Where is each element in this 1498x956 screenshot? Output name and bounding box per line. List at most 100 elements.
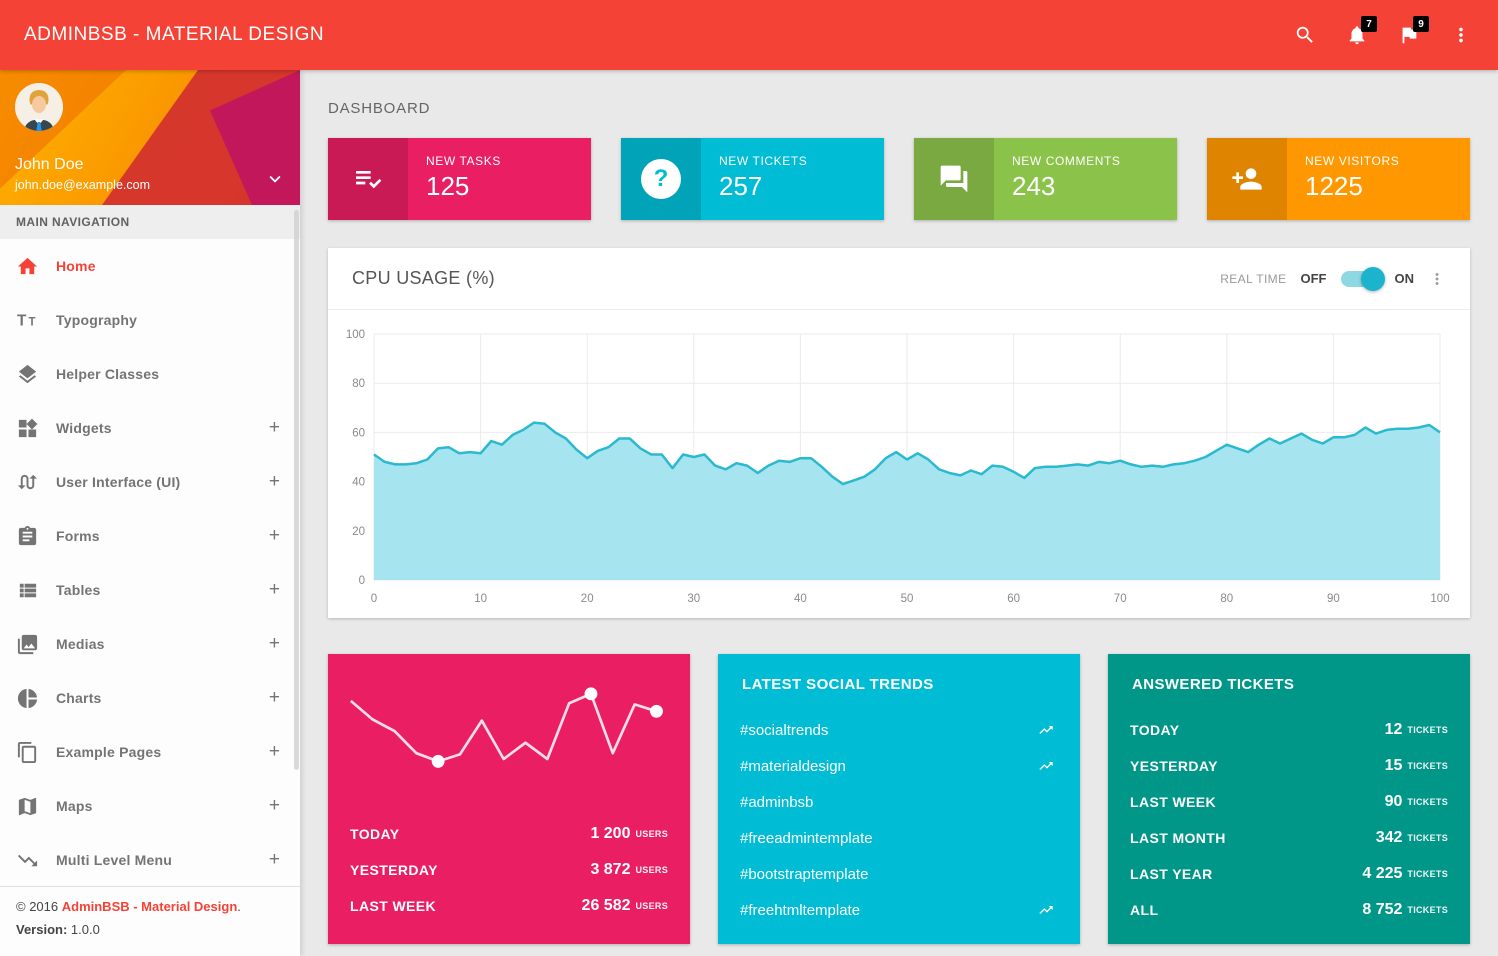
notifications-bell-icon[interactable]: 7 bbox=[1346, 16, 1377, 46]
info-box-value: 243 bbox=[1012, 171, 1056, 201]
user-name: John Doe bbox=[15, 156, 84, 173]
user-profile: John Doe john.doe@example.com bbox=[0, 70, 300, 205]
sidebar-item-example-pages[interactable]: Example Pages + bbox=[0, 725, 300, 779]
trend-list: #socialtrends #materialdesign #adminbsb #fr… bbox=[740, 712, 1058, 928]
plus-icon[interactable]: + bbox=[268, 687, 280, 708]
stat-unit: TICKETS bbox=[1407, 725, 1448, 735]
copy-icon bbox=[16, 741, 39, 764]
copyright-link[interactable]: AdminBSB - Material Design bbox=[61, 899, 238, 914]
stat-value: 26 582 bbox=[581, 897, 631, 914]
plus-icon[interactable]: + bbox=[268, 795, 280, 816]
more-vert-icon[interactable] bbox=[1450, 24, 1472, 46]
sidebar-item-typography[interactable]: T T Typography bbox=[0, 293, 300, 347]
pie-chart-icon bbox=[16, 687, 39, 710]
trend-item-adminbsb[interactable]: #adminbsb bbox=[740, 784, 1058, 820]
stat-label: TODAY bbox=[350, 826, 400, 842]
trend-item-bootstraptemplate[interactable]: #bootstraptemplate bbox=[740, 856, 1058, 892]
svg-text:20: 20 bbox=[581, 593, 594, 605]
photo-library-icon bbox=[16, 633, 39, 656]
search-icon[interactable] bbox=[1294, 24, 1316, 46]
sidebar-item-maps[interactable]: Maps + bbox=[0, 779, 300, 833]
cpu-usage-chart: 0 10 20 30 40 50 60 70 80 90 100 0 20 40 60 80 100 bbox=[346, 329, 1450, 605]
trend-item-freehtmltemplate[interactable]: #freehtmltemplate bbox=[740, 892, 1058, 928]
cpu-card-controls: REAL TIME OFF ON bbox=[1220, 266, 1446, 291]
stat-row-last-month: LAST MONTH 342 TICKETS bbox=[1130, 820, 1448, 856]
info-box-label: NEW TICKETS bbox=[719, 154, 808, 168]
chevron-down-icon[interactable] bbox=[264, 168, 286, 190]
toggle-knob[interactable] bbox=[1360, 266, 1385, 291]
trend-tag: #adminbsb bbox=[740, 793, 814, 811]
playlist-check-icon bbox=[352, 163, 384, 195]
sidebar-item-label: Medias bbox=[56, 636, 105, 652]
info-box-value: 125 bbox=[426, 171, 470, 201]
sidebar-item-widgets[interactable]: Widgets + bbox=[0, 401, 300, 455]
copyright: © 2016 AdminBSB - Material Design. bbox=[16, 899, 241, 914]
svg-text:10: 10 bbox=[474, 593, 487, 605]
info-box-label: NEW TASKS bbox=[426, 154, 501, 168]
sidebar-item-label: Forms bbox=[56, 528, 100, 544]
sidebar-item-label: Charts bbox=[56, 690, 102, 706]
sidebar-item-tables[interactable]: Tables + bbox=[0, 563, 300, 617]
sidebar-scrollbar[interactable] bbox=[294, 210, 299, 770]
sidebar-item-charts[interactable]: Charts + bbox=[0, 671, 300, 725]
svg-text:90: 90 bbox=[1327, 593, 1340, 605]
plus-icon[interactable]: + bbox=[268, 741, 280, 762]
nav-section-label: MAIN NAVIGATION bbox=[0, 205, 300, 239]
topbar-actions: 7 9 bbox=[1294, 16, 1472, 46]
svg-text:100: 100 bbox=[1430, 593, 1449, 605]
avatar bbox=[15, 83, 63, 131]
stat-label: LAST MONTH bbox=[1130, 830, 1226, 846]
cpu-card-title: CPU USAGE (%) bbox=[352, 268, 495, 288]
sidebar-item-medias[interactable]: Medias + bbox=[0, 617, 300, 671]
svg-text:50: 50 bbox=[901, 593, 914, 605]
plus-icon[interactable]: + bbox=[268, 633, 280, 654]
plus-icon[interactable]: + bbox=[268, 417, 280, 438]
stat-unit: USERS bbox=[635, 901, 668, 911]
sidebar-item-multi-level-menu[interactable]: Multi Level Menu + bbox=[0, 833, 300, 887]
trend-item-materialdesign[interactable]: #materialdesign bbox=[740, 748, 1058, 784]
user-email: john.doe@example.com bbox=[15, 178, 150, 192]
plus-icon[interactable]: + bbox=[268, 471, 280, 492]
stat-value: 12 bbox=[1384, 721, 1403, 738]
sidebar-item-label: Home bbox=[56, 258, 96, 274]
info-box-icon-area bbox=[1207, 138, 1287, 220]
real-time-label: REAL TIME bbox=[1220, 271, 1287, 286]
sidebar-item-helper-classes[interactable]: Helper Classes bbox=[0, 347, 300, 401]
sidebar-item-forms[interactable]: Forms + bbox=[0, 509, 300, 563]
stat-row-today: TODAY 12 TICKETS bbox=[1130, 712, 1448, 748]
trending-up-icon bbox=[1034, 722, 1058, 738]
info-box-icon-area: ? bbox=[621, 138, 701, 220]
stat-row-last-week: LAST WEEK 90 TICKETS bbox=[1130, 784, 1448, 820]
stat-value: 3 872 bbox=[590, 861, 631, 878]
toggle-off-label: OFF bbox=[1300, 271, 1327, 286]
trend-tag: #materialdesign bbox=[740, 757, 846, 775]
svg-text:80: 80 bbox=[1220, 593, 1233, 605]
sidebar-item-label: Typography bbox=[56, 312, 138, 328]
svg-text:20: 20 bbox=[352, 526, 365, 538]
stat-label: YESTERDAY bbox=[1130, 758, 1218, 774]
users-sparkline-chart bbox=[349, 687, 663, 768]
sidebar-item-home[interactable]: Home bbox=[0, 239, 300, 293]
plus-icon[interactable]: + bbox=[268, 849, 280, 870]
flag-icon[interactable]: 9 bbox=[1398, 16, 1429, 46]
info-box-icon-area bbox=[328, 138, 408, 220]
card-menu-icon[interactable] bbox=[1428, 269, 1446, 289]
sidebar-item-user-interface-ui[interactable]: User Interface (UI) + bbox=[0, 455, 300, 509]
trend-item-socialtrends[interactable]: #socialtrends bbox=[740, 712, 1058, 748]
users-stat-rows: TODAY 1 200 USERS YESTERDAY 3 872 USERS LAST W… bbox=[350, 816, 668, 924]
bottom-cards-row: TODAY 1 200 USERS YESTERDAY 3 872 USERS LAST W… bbox=[328, 654, 1470, 944]
help-icon: ? bbox=[641, 159, 681, 199]
ticket-rows: TODAY 12 TICKETS YESTERDAY 15 TICKETS LAST WEE… bbox=[1130, 712, 1448, 928]
info-box-label: NEW COMMENTS bbox=[1012, 154, 1121, 168]
stat-unit: TICKETS bbox=[1407, 869, 1448, 879]
stat-label: LAST WEEK bbox=[350, 898, 437, 914]
trend-item-freeadmintemplate[interactable]: #freeadmintemplate bbox=[740, 820, 1058, 856]
real-time-toggle[interactable] bbox=[1340, 266, 1385, 291]
plus-icon[interactable]: + bbox=[268, 525, 280, 546]
svg-text:T: T bbox=[28, 316, 35, 328]
visitors-stats-card: TODAY 1 200 USERS YESTERDAY 3 872 USERS LAST W… bbox=[328, 654, 690, 944]
info-box-value: 257 bbox=[719, 171, 763, 201]
plus-icon[interactable]: + bbox=[268, 579, 280, 600]
